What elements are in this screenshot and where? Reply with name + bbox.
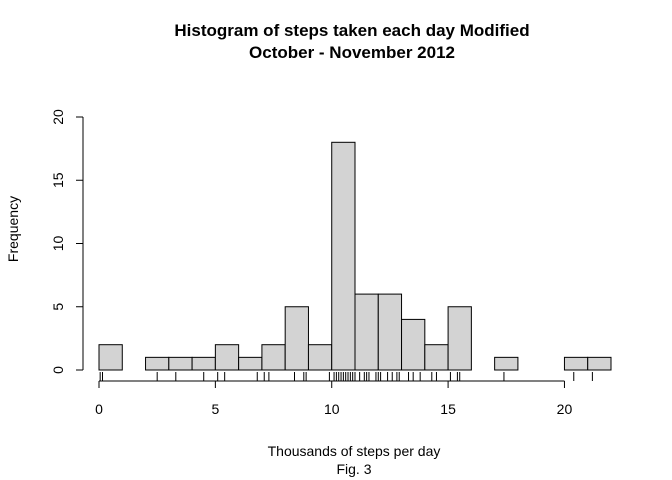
histogram-bar-14 [424, 344, 449, 371]
figure-caption: Fig. 3 [336, 461, 371, 477]
histogram-bar-9 [307, 344, 333, 371]
x-tick-label-4: 20 [557, 401, 573, 417]
rug-group [99, 372, 593, 381]
histogram-bar-3 [168, 356, 193, 371]
bars-group [98, 141, 612, 371]
histogram-bar-13 [401, 318, 426, 371]
y-tick-label-2: 10 [50, 236, 66, 252]
histogram-bar-2 [145, 356, 170, 371]
y-tick-label-3: 15 [50, 172, 66, 188]
histogram-bar-20 [563, 356, 589, 371]
x-tick-label-2: 10 [324, 401, 340, 417]
histogram-bar-12 [377, 293, 403, 371]
x-axis-label: Thousands of steps per day [268, 443, 441, 459]
histogram-bar-11 [354, 293, 379, 371]
histogram-bar-21 [587, 356, 612, 371]
chart-title-line1: Histogram of steps taken each day Modifi… [174, 21, 529, 40]
histogram-bar-0 [98, 344, 123, 371]
x-tick-label-3: 15 [440, 401, 456, 417]
chart-title-line2: October - November 2012 [249, 43, 455, 62]
histogram-bar-10 [331, 141, 356, 371]
histogram-bar-15 [447, 306, 472, 371]
y-tick-label-0: 0 [50, 366, 66, 374]
x-tick-label-1: 5 [211, 401, 219, 417]
histogram-bar-17 [494, 356, 519, 371]
x-tick-label-0: 0 [95, 401, 103, 417]
x-axis: 0 5 10 15 20 [95, 380, 573, 417]
histogram-bar-6 [238, 356, 263, 371]
y-axis-label: Frequency [5, 196, 21, 262]
histogram-bar-4 [191, 356, 216, 371]
histogram-bar-8 [284, 306, 309, 371]
y-tick-label-1: 5 [50, 303, 66, 311]
histogram-bar-5 [214, 344, 240, 371]
histogram-bar-7 [261, 344, 286, 371]
y-tick-label-4: 20 [50, 109, 66, 125]
y-axis: 0 5 10 15 20 [50, 109, 84, 374]
